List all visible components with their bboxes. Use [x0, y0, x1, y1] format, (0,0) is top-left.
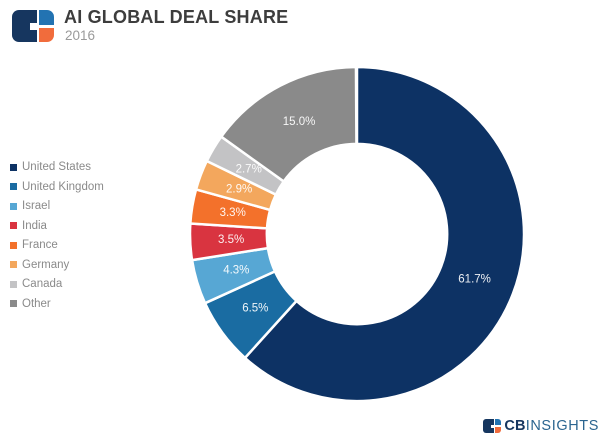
legend-item-other: Other [10, 298, 104, 310]
slice-label-united-kingdom: 6.5% [242, 302, 268, 314]
legend-item-united-kingdom: United Kingdom [10, 181, 104, 193]
legend-label: Germany [22, 258, 70, 271]
legend-swatch-icon [10, 222, 17, 229]
legend-label: Israel [22, 200, 51, 212]
legend-item-israel: Israel [10, 200, 104, 212]
cb-insights-footer-logo-icon [483, 419, 502, 433]
legend-swatch-icon [10, 261, 17, 268]
chart-title: AI GLOBAL DEAL SHARE [64, 7, 289, 27]
slice-label-israel: 4.3% [223, 264, 249, 276]
slice-label-united-states: 61.7% [458, 273, 491, 285]
slice-label-france: 3.3% [220, 207, 246, 219]
legend-label: United Kingdom [22, 180, 104, 193]
legend-swatch-icon [10, 163, 17, 171]
legend-swatch-icon [10, 202, 17, 210]
slice-label-other: 15.0% [283, 116, 316, 128]
logo-notch [30, 22, 37, 30]
legend-label: India [22, 219, 47, 232]
footer-brand: CB INSIGHTS [483, 418, 599, 434]
slice-label-germany: 2.9% [226, 184, 252, 196]
slice-label-india: 3.5% [218, 234, 244, 246]
legend-item-canada: Canada [10, 278, 104, 290]
legend-item-united-states: United States [10, 161, 104, 173]
legend-swatch-icon [10, 280, 17, 288]
legend-label: Canada [22, 278, 63, 290]
legend-label: Other [22, 297, 51, 310]
footer-brand-cb: CB [504, 418, 526, 434]
chart-subtitle: 2016 [65, 28, 96, 43]
legend-swatch-icon [10, 183, 17, 190]
chart-legend: United States United Kingdom Israel India Fr… [10, 161, 104, 310]
donut-slice-united-states [243, 65, 526, 403]
legend-swatch-icon [10, 241, 17, 249]
legend-label: France [22, 239, 58, 251]
legend-label: United States [22, 161, 92, 173]
legend-item-france: France [10, 239, 104, 251]
legend-item-india: India [10, 220, 104, 232]
donut-slice-other [220, 65, 358, 183]
footer-brand-insights: INSIGHTS [525, 418, 599, 434]
cb-insights-logo-icon [12, 10, 54, 42]
slice-label-canada: 2.7% [236, 164, 262, 176]
legend-swatch-icon [10, 300, 17, 307]
logo-blue-block [39, 10, 54, 25]
legend-item-germany: Germany [10, 259, 104, 271]
logo-orange-block [39, 27, 54, 42]
